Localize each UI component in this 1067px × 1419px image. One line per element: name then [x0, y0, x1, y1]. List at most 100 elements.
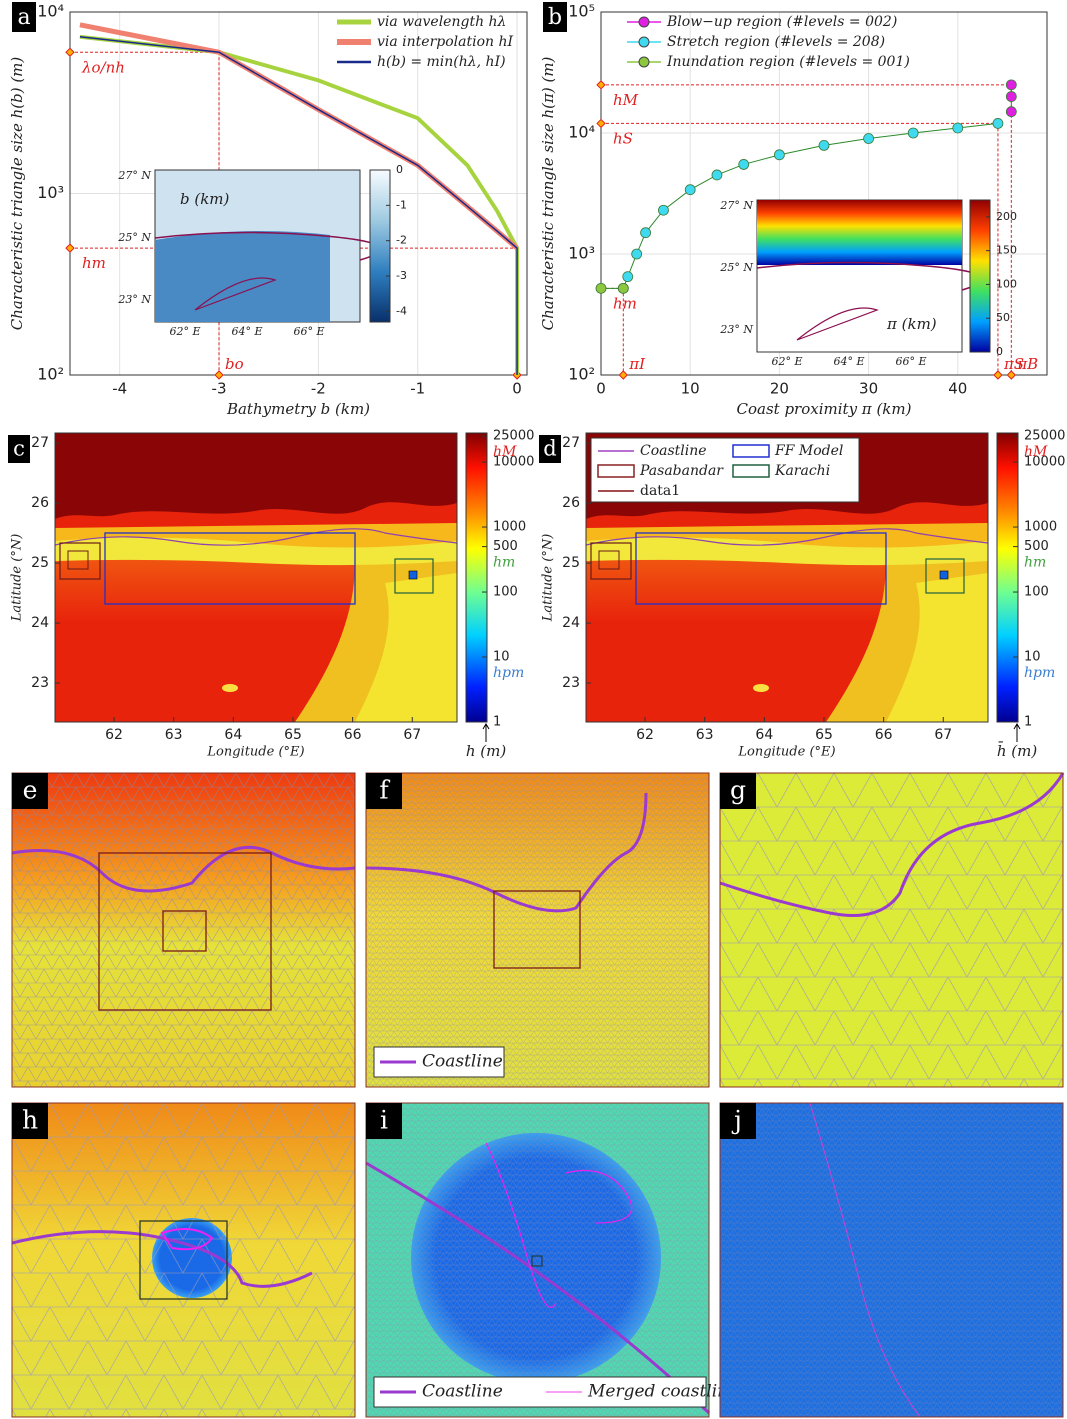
inset-lon-label: 66° E — [895, 355, 926, 368]
panel-letter-box — [366, 773, 402, 809]
colorbar — [465, 432, 488, 723]
colorbar-label: h (m) — [466, 742, 507, 760]
y-tick-label: 24 — [31, 615, 49, 631]
legend-marker — [638, 36, 650, 48]
colorbar-tick-label: 50 — [996, 311, 1010, 324]
x-tick-label: 65 — [815, 727, 833, 743]
colorbar-arrow — [1013, 723, 1021, 742]
axes-frame — [600, 11, 1048, 376]
x-tick-label: 63 — [165, 727, 183, 743]
axes-frame — [69, 11, 528, 376]
series-marker — [640, 227, 651, 239]
guide-marker — [1006, 370, 1017, 380]
inset-colorbar — [369, 169, 391, 323]
legend-label: Merged coastline — [587, 1382, 738, 1402]
inset-lat-label: 23° N — [719, 323, 753, 336]
inset: π (km) 27° N 25° N 23° N 62° E 64° E 66° E 0 50 1… — [719, 199, 1017, 368]
colorbar-tick-label: -3 — [396, 269, 407, 282]
series-marker — [1005, 79, 1017, 91]
colorbar-tick-label: 25000 — [493, 429, 534, 444]
legend-box — [373, 1376, 707, 1408]
guide-label: πB — [1016, 355, 1038, 373]
merged-coastline — [160, 1228, 214, 1251]
colorbar-tick-label: -1 — [396, 198, 407, 211]
y-tick-label: 10³ — [37, 183, 64, 202]
x-tick-label: 0 — [596, 380, 606, 398]
colorbar-tick-label: 1 — [493, 715, 501, 730]
guide-label: hM — [613, 91, 639, 109]
series-marker — [952, 122, 964, 134]
x-tick-label: 67 — [403, 727, 421, 743]
y-tick-label: 25 — [31, 555, 49, 571]
y-tick-label: 24 — [562, 615, 580, 631]
mesh-panel: g — [719, 772, 1065, 1088]
panel-frame — [365, 772, 710, 1088]
panel-letter: b — [548, 5, 562, 30]
chart: 10² 10³ 10⁴ -4 -3 -2 -1 0 Bathymetry b (km) Chara… — [8, 2, 528, 418]
legend-label: Coastline — [640, 443, 707, 459]
colorbar-tick-label: 500 — [493, 539, 518, 554]
inset-title: π (km) — [886, 315, 937, 333]
y-tick-label: 10² — [37, 365, 64, 384]
mesh-panel: h — [11, 1102, 356, 1418]
coastline — [809, 1102, 921, 1418]
inset-lon-label: 66° E — [293, 325, 324, 338]
panel-letter: a — [17, 5, 30, 30]
panel-frame — [719, 772, 1064, 1088]
legend-swatch — [597, 464, 635, 478]
panel-letter-box — [720, 1103, 756, 1139]
colorbar-tick-label: 100 — [493, 585, 518, 600]
panel-letter-box — [8, 435, 30, 463]
colorbar-tick-label: 10000 — [493, 455, 534, 470]
colorbar-tick-label: 100 — [1024, 585, 1049, 600]
panel-letter-box — [12, 2, 36, 32]
x-tick-label: -2 — [311, 380, 326, 398]
mesh-lines — [720, 1103, 1063, 1417]
x-tick-label: 62 — [105, 727, 123, 743]
colorbar-tick-label: -2 — [396, 234, 407, 247]
panel-frame — [11, 1102, 356, 1418]
colorbar-marker-label: hM — [1024, 444, 1048, 460]
legend-marker — [638, 16, 650, 28]
y-tick-label: 26 — [31, 495, 49, 511]
y-axis-label: Latitude (°N) — [10, 534, 25, 623]
guide-marker — [65, 47, 75, 57]
panel-letter: e — [23, 776, 38, 805]
series-marker — [774, 149, 785, 161]
colorbar-tick-label: 25000 — [1024, 429, 1065, 444]
coastline — [365, 792, 648, 913]
box-pasabandar — [67, 550, 89, 570]
mesh-panel: j — [719, 1102, 1064, 1418]
panel-letter-box — [539, 435, 561, 463]
y-tick-label: 10³ — [568, 244, 595, 263]
panel-letter: d — [543, 437, 556, 461]
legend-label: Coastline — [422, 1382, 503, 1402]
legend-swatch — [732, 444, 770, 458]
maps: 62 63 64 65 66 67 23 24 25 26 27 Longitude (°E) Lati… — [8, 429, 1065, 760]
x-tick-label: 64 — [224, 727, 242, 743]
box-ff-model — [104, 532, 356, 605]
inset-lat-label: 27° N — [117, 169, 151, 182]
legend-label: Stretch region (#levels = 208) — [667, 34, 885, 50]
inset-lat-label: 25° N — [719, 261, 753, 274]
x-tick-label: -4 — [112, 380, 127, 398]
colorbar-marker-label: hpm — [1024, 665, 1055, 681]
mesh-panels: e f Coastline g h i Coastline Merged coastline j — [11, 772, 1065, 1418]
y-tick-label: 27 — [31, 435, 49, 451]
x-tick-label: 40 — [948, 380, 967, 398]
colorbar-arrow — [482, 723, 490, 742]
series-marker — [622, 271, 634, 283]
y-tick-label: 27 — [562, 435, 580, 451]
series-marker — [617, 282, 629, 294]
legend-marker — [638, 56, 650, 68]
guide-label: hm — [613, 294, 637, 312]
inset-lon-label: 62° E — [169, 325, 200, 338]
guide-label: πS — [1003, 355, 1024, 373]
colorbar-tick-label: 500 — [1024, 539, 1049, 554]
legend-box — [590, 437, 860, 503]
mesh-lines — [720, 773, 1063, 1087]
colorbar-marker-label: hm — [1024, 555, 1046, 571]
legend-label: FF Model — [774, 443, 843, 459]
colorbar-tick-label: -4 — [396, 304, 407, 317]
colorbar-tick-label: 10 — [1024, 650, 1041, 665]
